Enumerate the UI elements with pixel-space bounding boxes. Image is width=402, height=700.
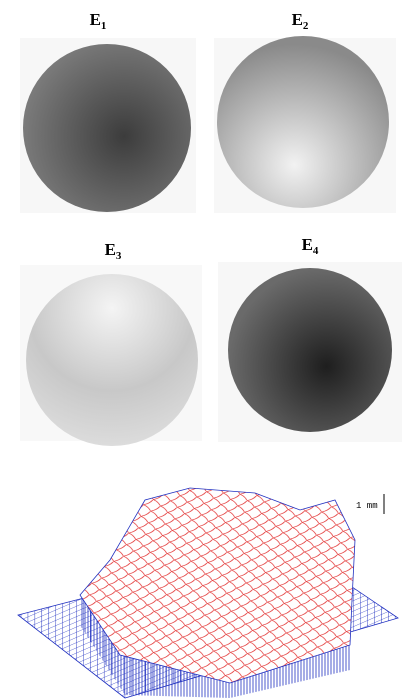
image-disk [23,44,191,212]
panel-label: E1 [90,10,107,32]
surface-plot: 1 mm [18,488,398,698]
label-letter: E [105,240,116,259]
panel-label: E4 [302,235,319,257]
label-letter: E [90,10,101,29]
image-disk [26,274,198,446]
label-subscript: 3 [116,250,122,262]
panel-3: E3 [20,240,202,446]
label-subscript: 2 [303,20,309,32]
label-subscript: 4 [313,245,319,257]
panel-2: E2 [214,10,396,213]
panel-4: E4 [218,235,402,442]
figure: E1 E2 E3 E4 1 mm [0,0,402,700]
label-letter: E [292,10,303,29]
image-disk [217,36,389,208]
image-disk [228,268,392,432]
scale-label: 1 mm [356,501,378,511]
panel-label: E3 [105,240,122,262]
panel-1: E1 [20,10,196,213]
surface-mesh [80,488,355,683]
label-letter: E [302,235,313,254]
label-subscript: 1 [101,20,107,32]
panel-label: E2 [292,10,309,32]
